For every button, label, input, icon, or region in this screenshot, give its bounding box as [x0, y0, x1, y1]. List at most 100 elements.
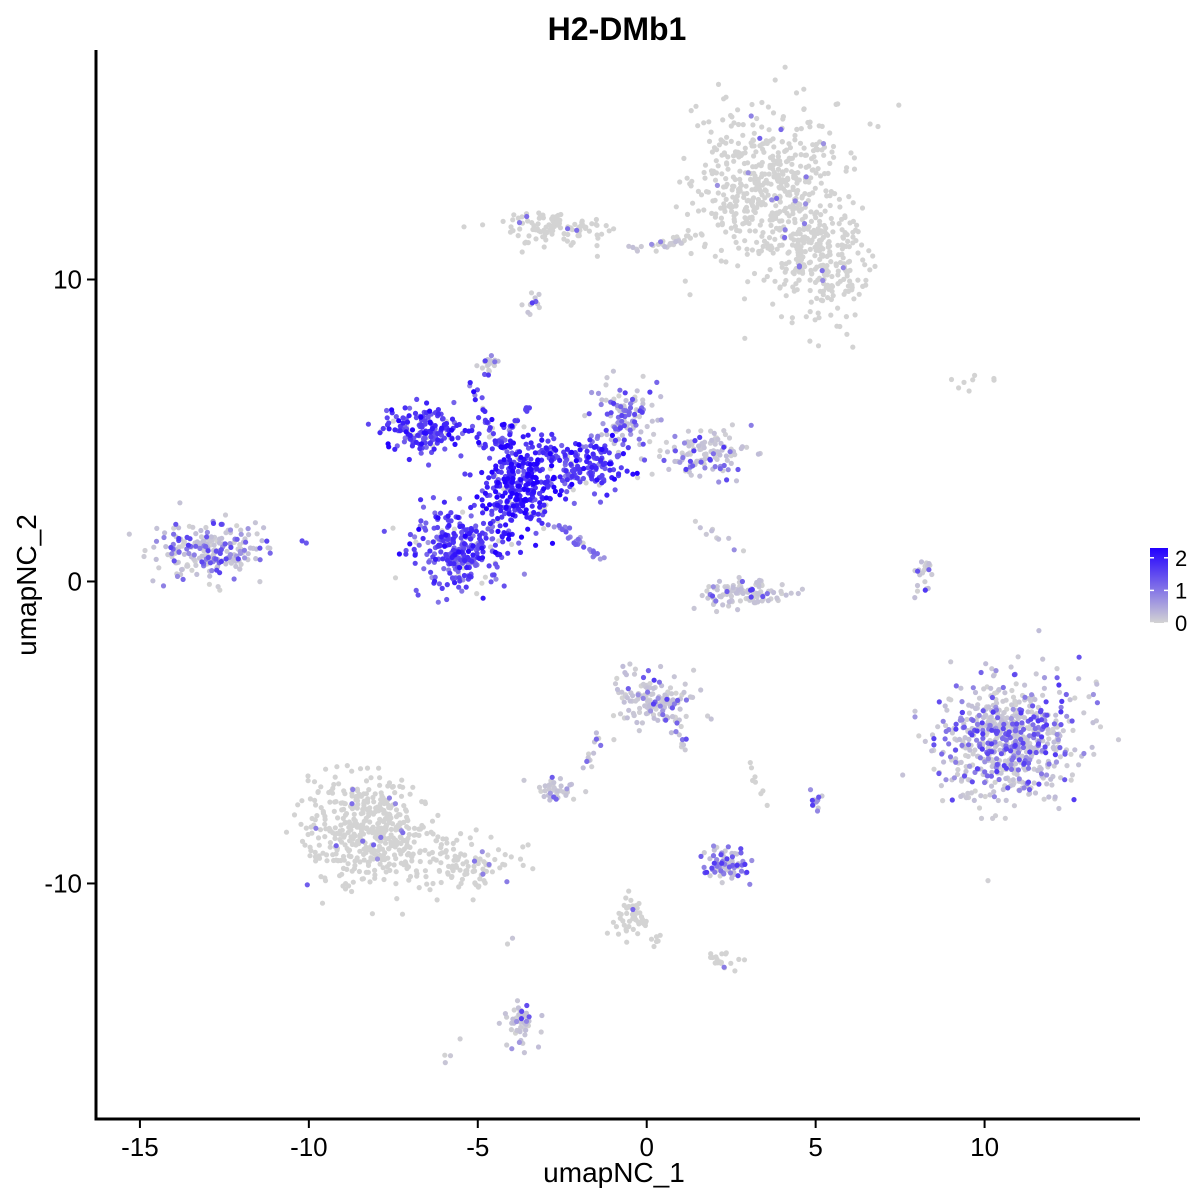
cell-point — [1027, 749, 1033, 755]
cell-point — [400, 830, 406, 836]
cell-point — [521, 571, 528, 577]
cell-point — [1003, 746, 1010, 752]
cell-point — [235, 556, 241, 562]
cell-point — [792, 132, 798, 139]
cell-point — [815, 343, 822, 349]
cell-point — [656, 453, 663, 459]
cell-point — [449, 416, 456, 422]
cell-point — [474, 494, 480, 500]
cell-point — [541, 793, 547, 800]
cell-point — [334, 847, 340, 853]
cell-point — [539, 1012, 545, 1019]
cell-point — [501, 421, 507, 427]
cell-point — [651, 677, 657, 683]
cell-point — [390, 525, 396, 531]
cell-point — [977, 755, 984, 761]
cell-point — [812, 253, 818, 259]
cell-point — [718, 215, 725, 221]
cell-point — [1062, 777, 1068, 783]
cell-point — [630, 906, 636, 913]
cell-point — [458, 831, 464, 837]
cell-point — [699, 592, 705, 599]
cell-point — [829, 220, 836, 226]
cell-point — [444, 840, 450, 846]
cell-point — [961, 773, 968, 779]
cell-point — [607, 467, 613, 473]
cell-point — [840, 235, 847, 241]
cell-point — [757, 222, 763, 228]
cell-point — [959, 699, 965, 705]
cell-point — [193, 543, 199, 549]
cell-point — [401, 803, 407, 809]
cell-point — [530, 474, 536, 480]
cell-point — [630, 926, 636, 933]
cell-point — [701, 207, 707, 213]
cell-point — [835, 272, 841, 278]
cell-point — [809, 271, 815, 277]
cell-point — [185, 542, 191, 548]
cell-point — [828, 259, 834, 265]
cell-point — [715, 222, 721, 228]
cell-point — [756, 577, 763, 584]
cell-point — [772, 278, 778, 284]
cell-point — [502, 479, 508, 485]
cell-point — [1072, 747, 1078, 753]
cell-point — [443, 849, 449, 855]
cell-point — [797, 140, 804, 146]
cell-point — [496, 538, 502, 544]
cell-point — [534, 461, 540, 467]
cell-point — [1041, 685, 1047, 691]
cell-point — [1043, 699, 1049, 705]
cell-point — [1030, 703, 1036, 709]
cell-point — [1053, 759, 1059, 765]
cell-point — [480, 520, 487, 527]
cell-point — [367, 879, 373, 885]
cell-point — [181, 551, 187, 557]
cell-point — [714, 147, 720, 153]
cell-point — [685, 227, 691, 234]
cell-point — [215, 584, 221, 590]
cell-point — [550, 224, 556, 230]
cell-point — [782, 227, 788, 233]
cell-point — [842, 214, 848, 221]
cell-point — [773, 203, 779, 209]
cell-point — [437, 542, 443, 549]
cell-point — [863, 282, 869, 288]
cell-point — [767, 267, 773, 273]
cell-point — [529, 300, 535, 306]
cell-point — [533, 542, 539, 548]
cell-point — [464, 564, 470, 571]
cell-point — [421, 430, 427, 436]
cell-point — [1050, 745, 1056, 751]
cell-point — [834, 323, 840, 329]
cell-point — [189, 567, 195, 573]
cell-point — [751, 153, 757, 159]
cell-point — [750, 122, 756, 128]
cell-point — [844, 165, 850, 171]
cell-point — [964, 716, 970, 723]
cell-point — [735, 607, 741, 613]
cell-point — [435, 599, 441, 605]
cell-point — [522, 510, 528, 516]
cell-point — [392, 446, 398, 452]
cell-point — [409, 443, 415, 449]
cell-point — [729, 875, 735, 881]
cell-point — [637, 408, 643, 414]
cell-point — [734, 862, 740, 868]
cell-point — [809, 237, 815, 243]
cell-point — [358, 793, 364, 799]
cell-point — [1013, 681, 1019, 687]
cell-point — [530, 866, 536, 872]
cell-point — [953, 726, 959, 732]
cell-point — [980, 731, 986, 737]
cell-point — [315, 789, 321, 796]
cell-point — [978, 793, 984, 799]
cell-point — [806, 260, 812, 266]
cell-point — [623, 928, 630, 934]
cell-point — [303, 825, 309, 831]
cell-point — [978, 815, 985, 822]
cell-point — [673, 239, 679, 245]
cell-point — [735, 873, 741, 879]
cell-point — [622, 670, 628, 676]
cell-point — [728, 123, 734, 129]
